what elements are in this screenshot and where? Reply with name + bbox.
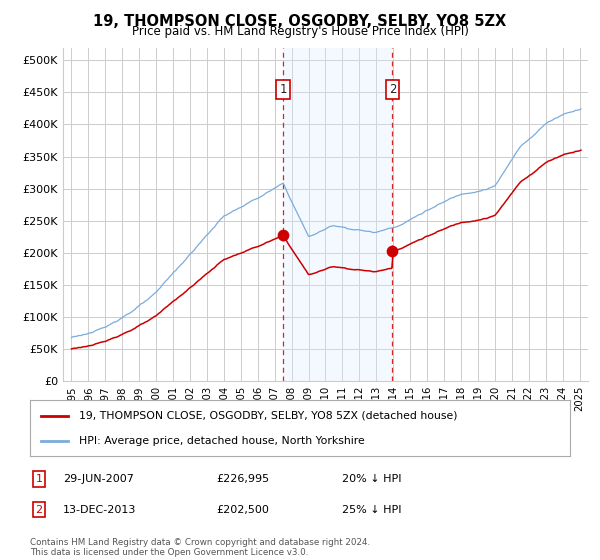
Text: 19, THOMPSON CLOSE, OSGODBY, SELBY, YO8 5ZX: 19, THOMPSON CLOSE, OSGODBY, SELBY, YO8 …	[94, 14, 506, 29]
Point	[278, 231, 288, 240]
Text: £202,500: £202,500	[216, 505, 269, 515]
Text: 25% ↓ HPI: 25% ↓ HPI	[342, 505, 401, 515]
Text: 1: 1	[35, 474, 43, 484]
Text: Price paid vs. HM Land Registry's House Price Index (HPI): Price paid vs. HM Land Registry's House …	[131, 25, 469, 38]
Text: 29-JUN-2007: 29-JUN-2007	[63, 474, 134, 484]
Text: 13-DEC-2013: 13-DEC-2013	[63, 505, 136, 515]
Text: 1: 1	[280, 83, 287, 96]
Text: 19, THOMPSON CLOSE, OSGODBY, SELBY, YO8 5ZX (detached house): 19, THOMPSON CLOSE, OSGODBY, SELBY, YO8 …	[79, 410, 457, 421]
Text: HPI: Average price, detached house, North Yorkshire: HPI: Average price, detached house, Nort…	[79, 436, 364, 446]
Text: 2: 2	[35, 505, 43, 515]
Text: 20% ↓ HPI: 20% ↓ HPI	[342, 474, 401, 484]
Text: Contains HM Land Registry data © Crown copyright and database right 2024.
This d: Contains HM Land Registry data © Crown c…	[30, 538, 370, 557]
Bar	[283, 48, 392, 381]
Text: £226,995: £226,995	[216, 474, 269, 484]
Text: 2: 2	[389, 83, 396, 96]
Point	[388, 246, 397, 255]
